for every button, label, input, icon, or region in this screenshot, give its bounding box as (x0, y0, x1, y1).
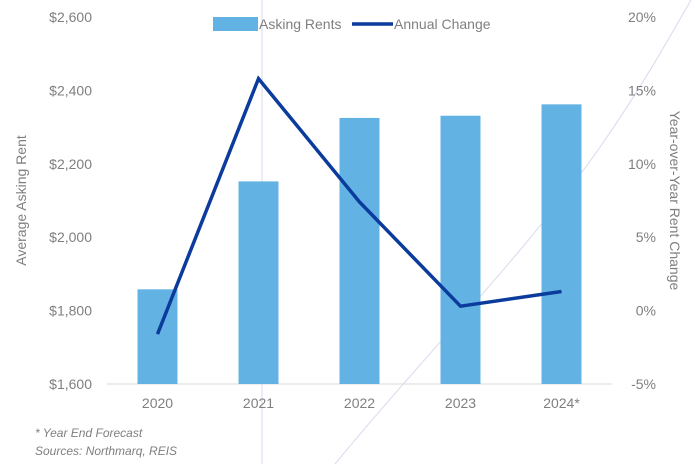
bar (138, 289, 178, 384)
y-tick-label: $2,400 (49, 82, 92, 98)
y-axis-title: Average Asking Rent (13, 135, 29, 266)
y2-tick-label: 15% (628, 82, 656, 98)
y2-tick-label: 10% (628, 156, 656, 172)
y2-tick-label: 20% (628, 9, 656, 25)
legend-swatch-asking-rents (213, 17, 258, 31)
y2-axis-title: Year-over-Year Rent Change (667, 111, 683, 291)
y-tick-label: $2,600 (49, 9, 92, 25)
y2-tick-label: -5% (631, 376, 656, 392)
footnote-sources: Sources: Northmarq, REIS (35, 444, 177, 458)
y2-tick-label: 5% (636, 229, 656, 245)
bar (340, 118, 380, 384)
x-tick-label: 2022 (344, 395, 375, 411)
legend-label-asking-rents: Asking Rents (259, 16, 341, 32)
x-tick-label: 2024* (543, 395, 580, 411)
y-tick-label: $2,200 (49, 156, 92, 172)
y2-tick-label: 0% (636, 303, 656, 319)
legend-label-annual-change: Annual Change (394, 16, 491, 32)
bar (441, 116, 481, 384)
x-tick-label: 2020 (142, 395, 173, 411)
y-tick-label: $2,000 (49, 229, 92, 245)
x-tick-label: 2023 (445, 395, 476, 411)
bar (542, 104, 582, 384)
footnote-forecast: * Year End Forecast (35, 426, 143, 440)
y-tick-label: $1,600 (49, 376, 92, 392)
y-tick-label: $1,800 (49, 303, 92, 319)
x-tick-label: 2021 (243, 395, 274, 411)
bar (239, 181, 279, 384)
